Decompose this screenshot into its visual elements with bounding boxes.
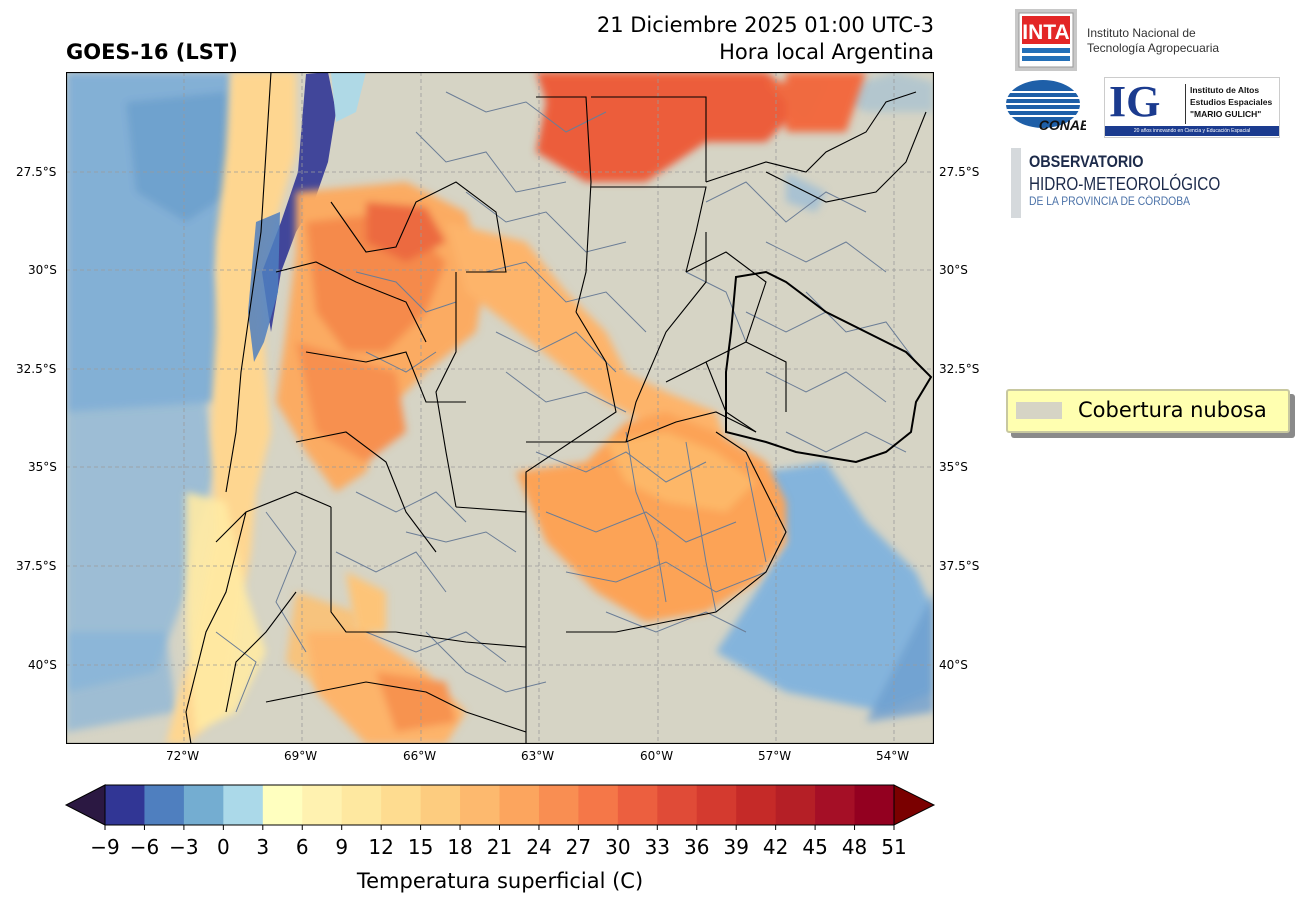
colorbar-bin <box>815 785 856 825</box>
map-title: GOES-16 (LST) <box>66 40 238 64</box>
obs-line-2: HIDRO-METEOROLÓGICO <box>1029 174 1221 194</box>
conae-logo: CONAE <box>1004 78 1090 134</box>
lon-tick: 63°W <box>521 749 555 763</box>
colorbar-over-arrow <box>893 784 936 826</box>
lat-tick: 32.5°S <box>939 362 980 376</box>
colorbar-tick-label: 15 <box>408 835 433 859</box>
province-boundaries <box>185 72 927 744</box>
colorbar-tick-label: 6 <box>296 835 309 859</box>
colorbar-graphic: −9 −6 −3 0 3 6 9 12 15 18 21 24 27 30 33 36 39 42 45 48 51 <box>64 784 936 859</box>
colorbar-bin <box>854 785 895 825</box>
lat-tick: 27.5°S <box>16 165 57 179</box>
map-canvas <box>66 72 934 744</box>
lat-tick: 30°S <box>939 263 968 277</box>
colorbar-tick-label: 18 <box>447 835 472 859</box>
obs-line-3: DE LA PROVINCIA DE CÓRDOBA <box>1029 196 1191 208</box>
lat-tick: 32.5°S <box>16 362 57 376</box>
lon-tick: 57°W <box>758 749 792 763</box>
obs-line-1: OBSERVATORIO <box>1029 152 1144 171</box>
map-frame <box>66 72 934 744</box>
colorbar-bin <box>775 785 816 825</box>
colorbar-bin <box>262 785 303 825</box>
inta-line-1: Instituto Nacional de <box>1087 26 1196 40</box>
colorbar-tick-label: 39 <box>723 835 748 859</box>
ig-mark: IG <box>1109 77 1161 126</box>
colorbar-bin <box>105 785 145 825</box>
observatorio-logo: OBSERVATORIO HIDRO-METEOROLÓGICO DE LA P… <box>1011 148 1281 218</box>
ig-line-2: Estudios Espaciales <box>1190 97 1273 107</box>
inta-mark-icon: INTA <box>1015 9 1077 71</box>
ig-footer: 20 años innovando en Ciencia y Educación… <box>1105 126 1279 136</box>
conae-text: CONAE <box>1039 117 1086 133</box>
colorbar-tick-label: 12 <box>368 835 393 859</box>
colorbar-tick-label: 42 <box>763 835 788 859</box>
colorbar-tick-label: 3 <box>256 835 269 859</box>
lon-tick: 69°W <box>284 749 318 763</box>
cloud-swatch <box>1016 402 1062 419</box>
colorbar-tick-label: −6 <box>130 835 159 859</box>
graticule <box>66 72 934 744</box>
colorbar-tick-label: 27 <box>566 835 591 859</box>
lat-tick: 35°S <box>939 460 968 474</box>
colorbar-under-arrow <box>64 784 106 826</box>
colorbar-bin <box>696 785 737 825</box>
colorbar-bin <box>578 785 619 825</box>
colorbar-bin <box>302 785 343 825</box>
ig-logo: IG Instituto de Altos Estudios Espaciale… <box>1104 77 1280 138</box>
colorbar-tick-label: −3 <box>169 835 198 859</box>
colorbar-bin <box>657 785 698 825</box>
ig-line-1: Instituto de Altos <box>1190 85 1260 95</box>
lst-map[interactable] <box>66 72 934 744</box>
colorbar-bin <box>183 785 224 825</box>
lat-tick: 37.5°S <box>939 559 980 573</box>
lon-tick: 54°W <box>876 749 910 763</box>
colorbar-tick-label: 36 <box>684 835 709 859</box>
ig-line-3: "MARIO GULICH" <box>1190 109 1262 119</box>
lon-tick: 72°W <box>166 749 200 763</box>
cloud-legend: Cobertura nubosa <box>1006 389 1290 433</box>
lat-tick: 37.5°S <box>16 559 57 573</box>
colorbar-bin <box>736 785 777 825</box>
colorbar-tick-label: 45 <box>802 835 827 859</box>
colorbar-tick-label: 0 <box>217 835 230 859</box>
colorbar-bin <box>223 785 264 825</box>
colorbar-tick-label: 30 <box>605 835 630 859</box>
colorbar-tick-label: 48 <box>842 835 867 859</box>
colorbar-bin <box>341 785 382 825</box>
colorbar-tick-label: −9 <box>90 835 119 859</box>
colorbar-bin <box>538 785 579 825</box>
colorbar-label: Temperatura superficial (C) <box>356 869 644 893</box>
conae-globe-icon: CONAE <box>1006 80 1090 133</box>
colorbar: −9 −6 −3 0 3 6 9 12 15 18 21 24 27 30 33 36 39 42 45 48 51 <box>60 780 940 860</box>
cloud-legend-label: Cobertura nubosa <box>1078 398 1267 422</box>
colorbar-bin <box>460 785 500 825</box>
colorbar-tick-label: 33 <box>645 835 670 859</box>
inta-line-2: Tecnología Agropecuaria <box>1087 41 1220 55</box>
colorbar-bin <box>617 785 658 825</box>
local-time-line: Hora local Argentina <box>719 40 934 64</box>
lon-tick: 66°W <box>403 749 437 763</box>
lon-tick: 60°W <box>640 749 674 763</box>
colorbar-bin <box>144 785 185 825</box>
lat-tick: 40°S <box>28 658 57 672</box>
lat-tick: 35°S <box>28 460 57 474</box>
colorbar-bin <box>381 785 422 825</box>
lat-tick: 30°S <box>28 263 57 277</box>
inta-logo: INTA Instituto Nacional de Tecnología Ag… <box>1014 8 1294 72</box>
date-line: 21 Diciembre 2025 01:00 UTC-3 <box>596 13 934 37</box>
lat-tick: 27.5°S <box>939 165 980 179</box>
colorbar-tick-label: 51 <box>881 835 906 859</box>
department-boundaries <box>215 91 917 713</box>
inta-mark-text: INTA <box>1022 21 1069 44</box>
lat-tick: 40°S <box>939 658 968 672</box>
colorbar-tick-label: 9 <box>335 835 348 859</box>
colorbar-tick-label: 21 <box>487 835 512 859</box>
colorbar-tick-label: 24 <box>526 835 551 859</box>
uruguay-border <box>725 270 933 464</box>
colorbar-bin <box>499 785 540 825</box>
colorbar-bin <box>420 785 461 825</box>
timestamp-block: 21 Diciembre 2025 01:00 UTC-3 Hora local… <box>520 12 934 66</box>
